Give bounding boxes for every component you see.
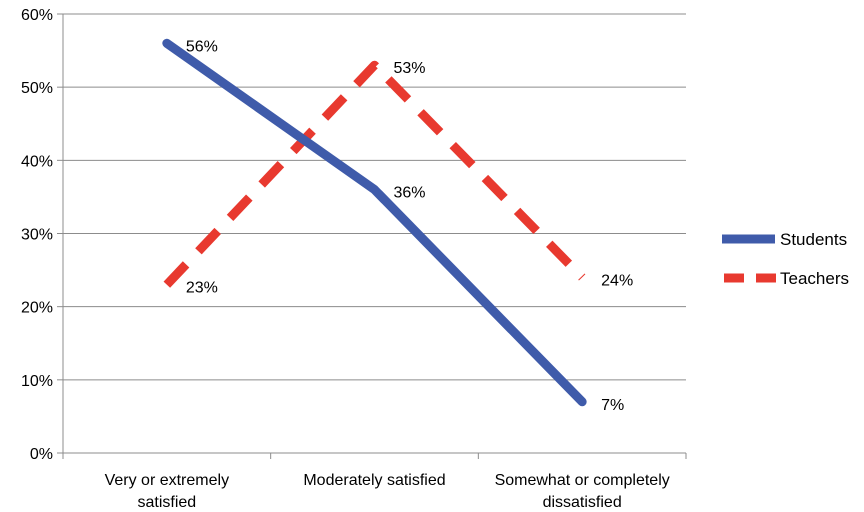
data-label-teachers: 24%	[601, 272, 633, 289]
series-line-teachers	[163, 60, 586, 288]
gridlines	[63, 13, 686, 381]
x-category-label: Somewhat or completely dissatisfied	[495, 472, 670, 511]
data-label-students: 56%	[186, 38, 218, 55]
y-tick-label: 20%	[21, 300, 53, 317]
x-category-label: Very or extremely satisfied	[105, 472, 229, 511]
legend-label-students: Students	[780, 230, 847, 249]
y-axis-ticks: 0% 10% 20% 30% 40% 50% 60%	[21, 7, 63, 463]
y-tick-label: 10%	[21, 373, 53, 390]
series-lines	[162, 38, 587, 407]
legend: Students Teachers	[722, 230, 849, 288]
legend-label-teachers: Teachers	[780, 269, 849, 288]
data-label-teachers: 23%	[186, 280, 218, 297]
data-labels: 56% 36% 7% 23% 53% 24%	[186, 38, 633, 414]
data-label-teachers: 53%	[394, 60, 426, 77]
x-category-label: Moderately satisfied	[303, 472, 445, 489]
series-line-students	[162, 38, 587, 407]
y-tick-label: 0%	[30, 446, 53, 463]
data-label-students: 36%	[394, 185, 426, 202]
y-tick-label: 40%	[21, 153, 53, 170]
y-tick-label: 50%	[21, 80, 53, 97]
axes	[62, 14, 687, 459]
x-axis-categories: Very or extremely satisfied Moderately sat…	[105, 472, 670, 511]
data-label-students: 7%	[601, 397, 624, 414]
y-tick-label: 30%	[21, 227, 53, 244]
y-tick-label: 60%	[21, 7, 53, 24]
